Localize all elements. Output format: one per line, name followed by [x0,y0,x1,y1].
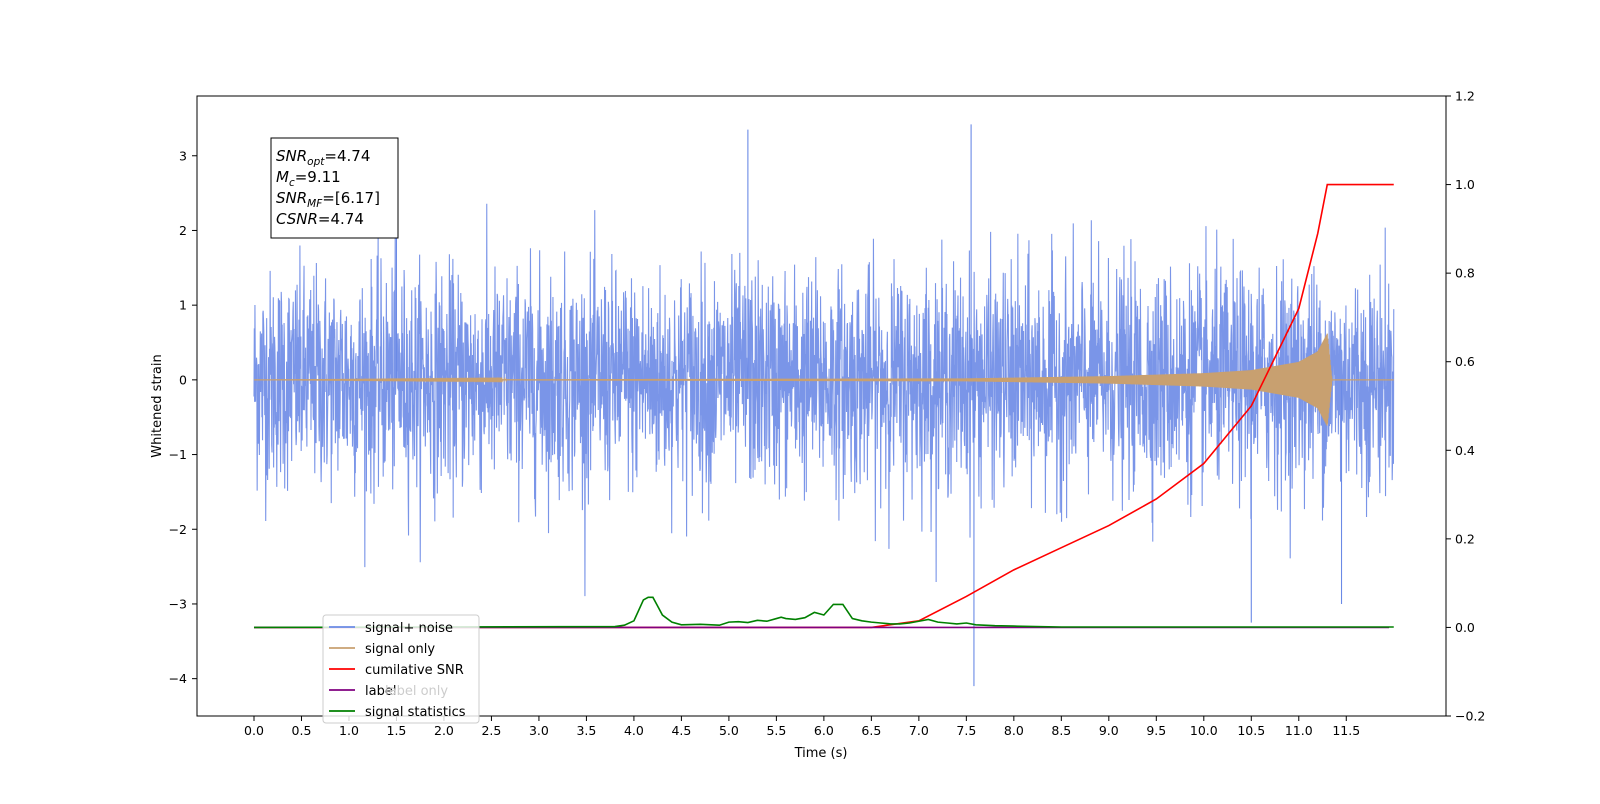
annotation-line: SNRMF=[6.17] [276,189,380,210]
y-tick-label: 2 [179,223,187,238]
annotation-line: CSNR=4.74 [276,210,364,228]
series-signal-only [253,333,1394,426]
annotation-frame [270,137,399,239]
y-tick-label: 0 [179,372,187,387]
y-tick-label: −1 [169,447,187,462]
series-signal-statistics [253,596,1394,629]
x-tick-label: 11.0 [1285,723,1313,738]
y2-tick-label: 1.0 [1455,177,1475,192]
x-tick-label: 10.0 [1190,723,1218,738]
x-tick-label: 8.0 [1004,723,1024,738]
x-tick-label: 4.5 [671,723,691,738]
x-tick-label: 2.0 [434,723,454,738]
legend-entry: label [365,684,396,699]
x-tick-label: 1.0 [339,723,359,738]
legend-entry: cumilative SNR [365,663,464,678]
x-tick-label: 4.0 [624,723,644,738]
x-tick-label: 11.5 [1332,723,1360,738]
axes-layer: 0.0 0.5 1.0 1.5 2.0 2.5 3.0 3.5 4.0 4.5 5.0 5.5 6.0 6… [169,89,1486,739]
y2-tick-label: 0.4 [1455,443,1475,458]
x-tick-label: 9.5 [1146,723,1166,738]
x-tick-label: 6.0 [814,723,834,738]
x-tick-label: 7.5 [956,723,976,738]
x-tick-label: 6.5 [861,723,881,738]
legend-entry: signal statistics [365,705,466,720]
x-tick-label: 7.0 [909,723,929,738]
y-tick-label: −3 [169,596,187,611]
x-tick-label: 3.0 [529,723,549,738]
legend-frame [322,614,480,724]
y2-tick-label: 0.2 [1455,531,1475,546]
y2-tick-label: −0.2 [1455,709,1485,724]
y-tick-label: 1 [179,298,187,313]
x-tick-label: 8.5 [1051,723,1071,738]
series-layer [253,124,1395,687]
legend-entry: signal+ noise [365,621,453,636]
x-tick-label: 3.5 [576,723,596,738]
series-signal-noise [253,203,1395,597]
legend: signal+ noise signal only cumilative SNR la… [322,614,480,724]
y2-tick-label: 1.2 [1455,89,1475,104]
x-tick-label: 0.0 [244,723,264,738]
plot-frame [196,95,1447,717]
annotation-line: SNRopt=4.74 [276,147,370,168]
x-tick-label: 9.0 [1099,723,1119,738]
x-tick-label: 10.5 [1237,723,1265,738]
y-tick-label: 3 [179,148,187,163]
y-tick-label: −2 [169,522,187,537]
legend-entry: signal only [365,642,435,657]
y-axis-label: Whitened strain [150,354,165,457]
legend-entry-ghost: label only [385,684,448,699]
x-tick-label: 0.5 [292,723,312,738]
x-tick-label: 1.5 [387,723,407,738]
x-axis-label: Time (s) [794,746,848,761]
x-tick-label: 5.0 [719,723,739,738]
series-cumilative-snr [253,183,1394,629]
x-tick-label: 2.5 [481,723,501,738]
y-tick-label: −4 [169,671,187,686]
annotation-line: Mc=9.11 [276,168,341,189]
y2-tick-label: 0.8 [1455,266,1475,281]
y2-tick-label: 0.6 [1455,354,1475,369]
x-tick-label: 5.5 [766,723,786,738]
y2-tick-label: 0.0 [1455,620,1475,635]
